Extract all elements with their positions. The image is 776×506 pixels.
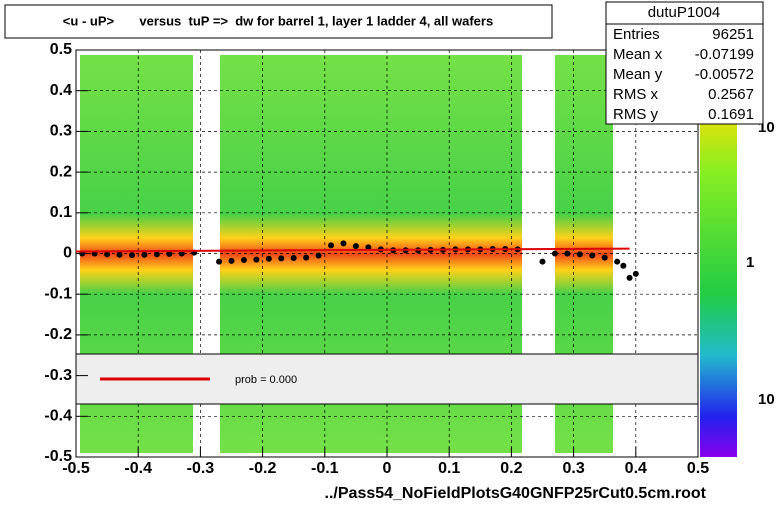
x-tick-label: -0.5 bbox=[62, 460, 90, 477]
title-box bbox=[4, 4, 553, 39]
profile-point bbox=[551, 250, 558, 257]
profile-point bbox=[141, 251, 148, 258]
stats-key: Mean y bbox=[613, 66, 663, 83]
profile-point bbox=[340, 240, 347, 247]
y-tick-label: -0.2 bbox=[44, 326, 72, 343]
y-tick-label: 0 bbox=[63, 245, 72, 262]
profile-point bbox=[352, 243, 359, 250]
x-tick-label: -0.3 bbox=[187, 460, 215, 477]
profile-point bbox=[303, 254, 310, 261]
profile-point bbox=[576, 251, 583, 258]
profile-point bbox=[265, 255, 272, 262]
profile-point bbox=[564, 250, 571, 257]
profile-point bbox=[104, 251, 111, 258]
stats-key: Entries bbox=[613, 26, 660, 43]
stats-value: 96251 bbox=[712, 26, 754, 43]
stats-value: -0.07199 bbox=[695, 46, 754, 63]
profile-point bbox=[589, 252, 596, 259]
stats-name: dutuP1004 bbox=[648, 4, 721, 21]
x-tick-label: 0.2 bbox=[500, 460, 522, 477]
y-tick-label: -0.5 bbox=[44, 448, 72, 465]
colorbar-label: 1 bbox=[746, 254, 754, 271]
profile-point bbox=[178, 250, 185, 257]
profile-point bbox=[128, 252, 135, 259]
stats-value: 0.1691 bbox=[708, 106, 754, 123]
y-tick-label: 0.3 bbox=[50, 123, 72, 140]
profile-point bbox=[153, 251, 160, 258]
x-tick-label: -0.1 bbox=[311, 460, 339, 477]
profile-point bbox=[253, 256, 260, 263]
profile-point bbox=[365, 244, 372, 251]
stats-value: -0.00572 bbox=[695, 66, 754, 83]
x-axis-label: ../Pass54_NoFieldPlotsG40GNFP25rCut0.5cm… bbox=[325, 485, 707, 502]
profile-point bbox=[328, 242, 335, 249]
x-tick-label: 0.1 bbox=[438, 460, 460, 477]
y-tick-label: -0.3 bbox=[44, 367, 72, 384]
y-tick-label: 0.4 bbox=[50, 82, 72, 99]
colorbar-label: 10 bbox=[758, 391, 775, 408]
x-tick-label: -0.4 bbox=[124, 460, 152, 477]
y-tick-label: 0.1 bbox=[50, 204, 72, 221]
stats-key: RMS y bbox=[613, 106, 659, 123]
stats-key: RMS x bbox=[613, 86, 659, 103]
y-tick-label: -0.1 bbox=[44, 285, 72, 302]
profile-point bbox=[240, 257, 247, 264]
y-tick-label: 0.5 bbox=[50, 41, 72, 58]
stats-box: dutuP1004 Entries 96251 Mean x -0.07199 Mean… bbox=[605, 1, 764, 125]
profile-point bbox=[632, 270, 639, 277]
profile-point bbox=[620, 262, 627, 269]
x-tick-label: -0.2 bbox=[249, 460, 277, 477]
profile-point bbox=[228, 257, 235, 264]
profile-point bbox=[626, 274, 633, 281]
profile-point bbox=[539, 258, 546, 265]
x-tick-label: 0 bbox=[383, 460, 392, 477]
y-tick-label: 0.2 bbox=[50, 163, 72, 180]
fit-line bbox=[75, 247, 630, 253]
stats-key: Mean x bbox=[613, 46, 663, 63]
x-tick-label: 0.3 bbox=[562, 460, 584, 477]
legend-label: prob = 0.000 bbox=[235, 374, 297, 386]
profile-point bbox=[116, 251, 123, 258]
x-tick-label: 0.5 bbox=[687, 460, 709, 477]
profile-point bbox=[601, 254, 608, 261]
profile-point bbox=[315, 252, 322, 259]
profile-point bbox=[166, 250, 173, 257]
chart-title: <u - uP> versus tuP => dw for barrel 1, … bbox=[63, 13, 493, 28]
profile-point bbox=[614, 258, 621, 265]
profile-point bbox=[216, 258, 223, 265]
x-tick-label: 0.4 bbox=[625, 460, 647, 477]
y-tick-label: -0.4 bbox=[44, 408, 72, 425]
stats-value: 0.2567 bbox=[708, 86, 754, 103]
profile-point bbox=[278, 255, 285, 262]
profile-point bbox=[290, 254, 297, 261]
